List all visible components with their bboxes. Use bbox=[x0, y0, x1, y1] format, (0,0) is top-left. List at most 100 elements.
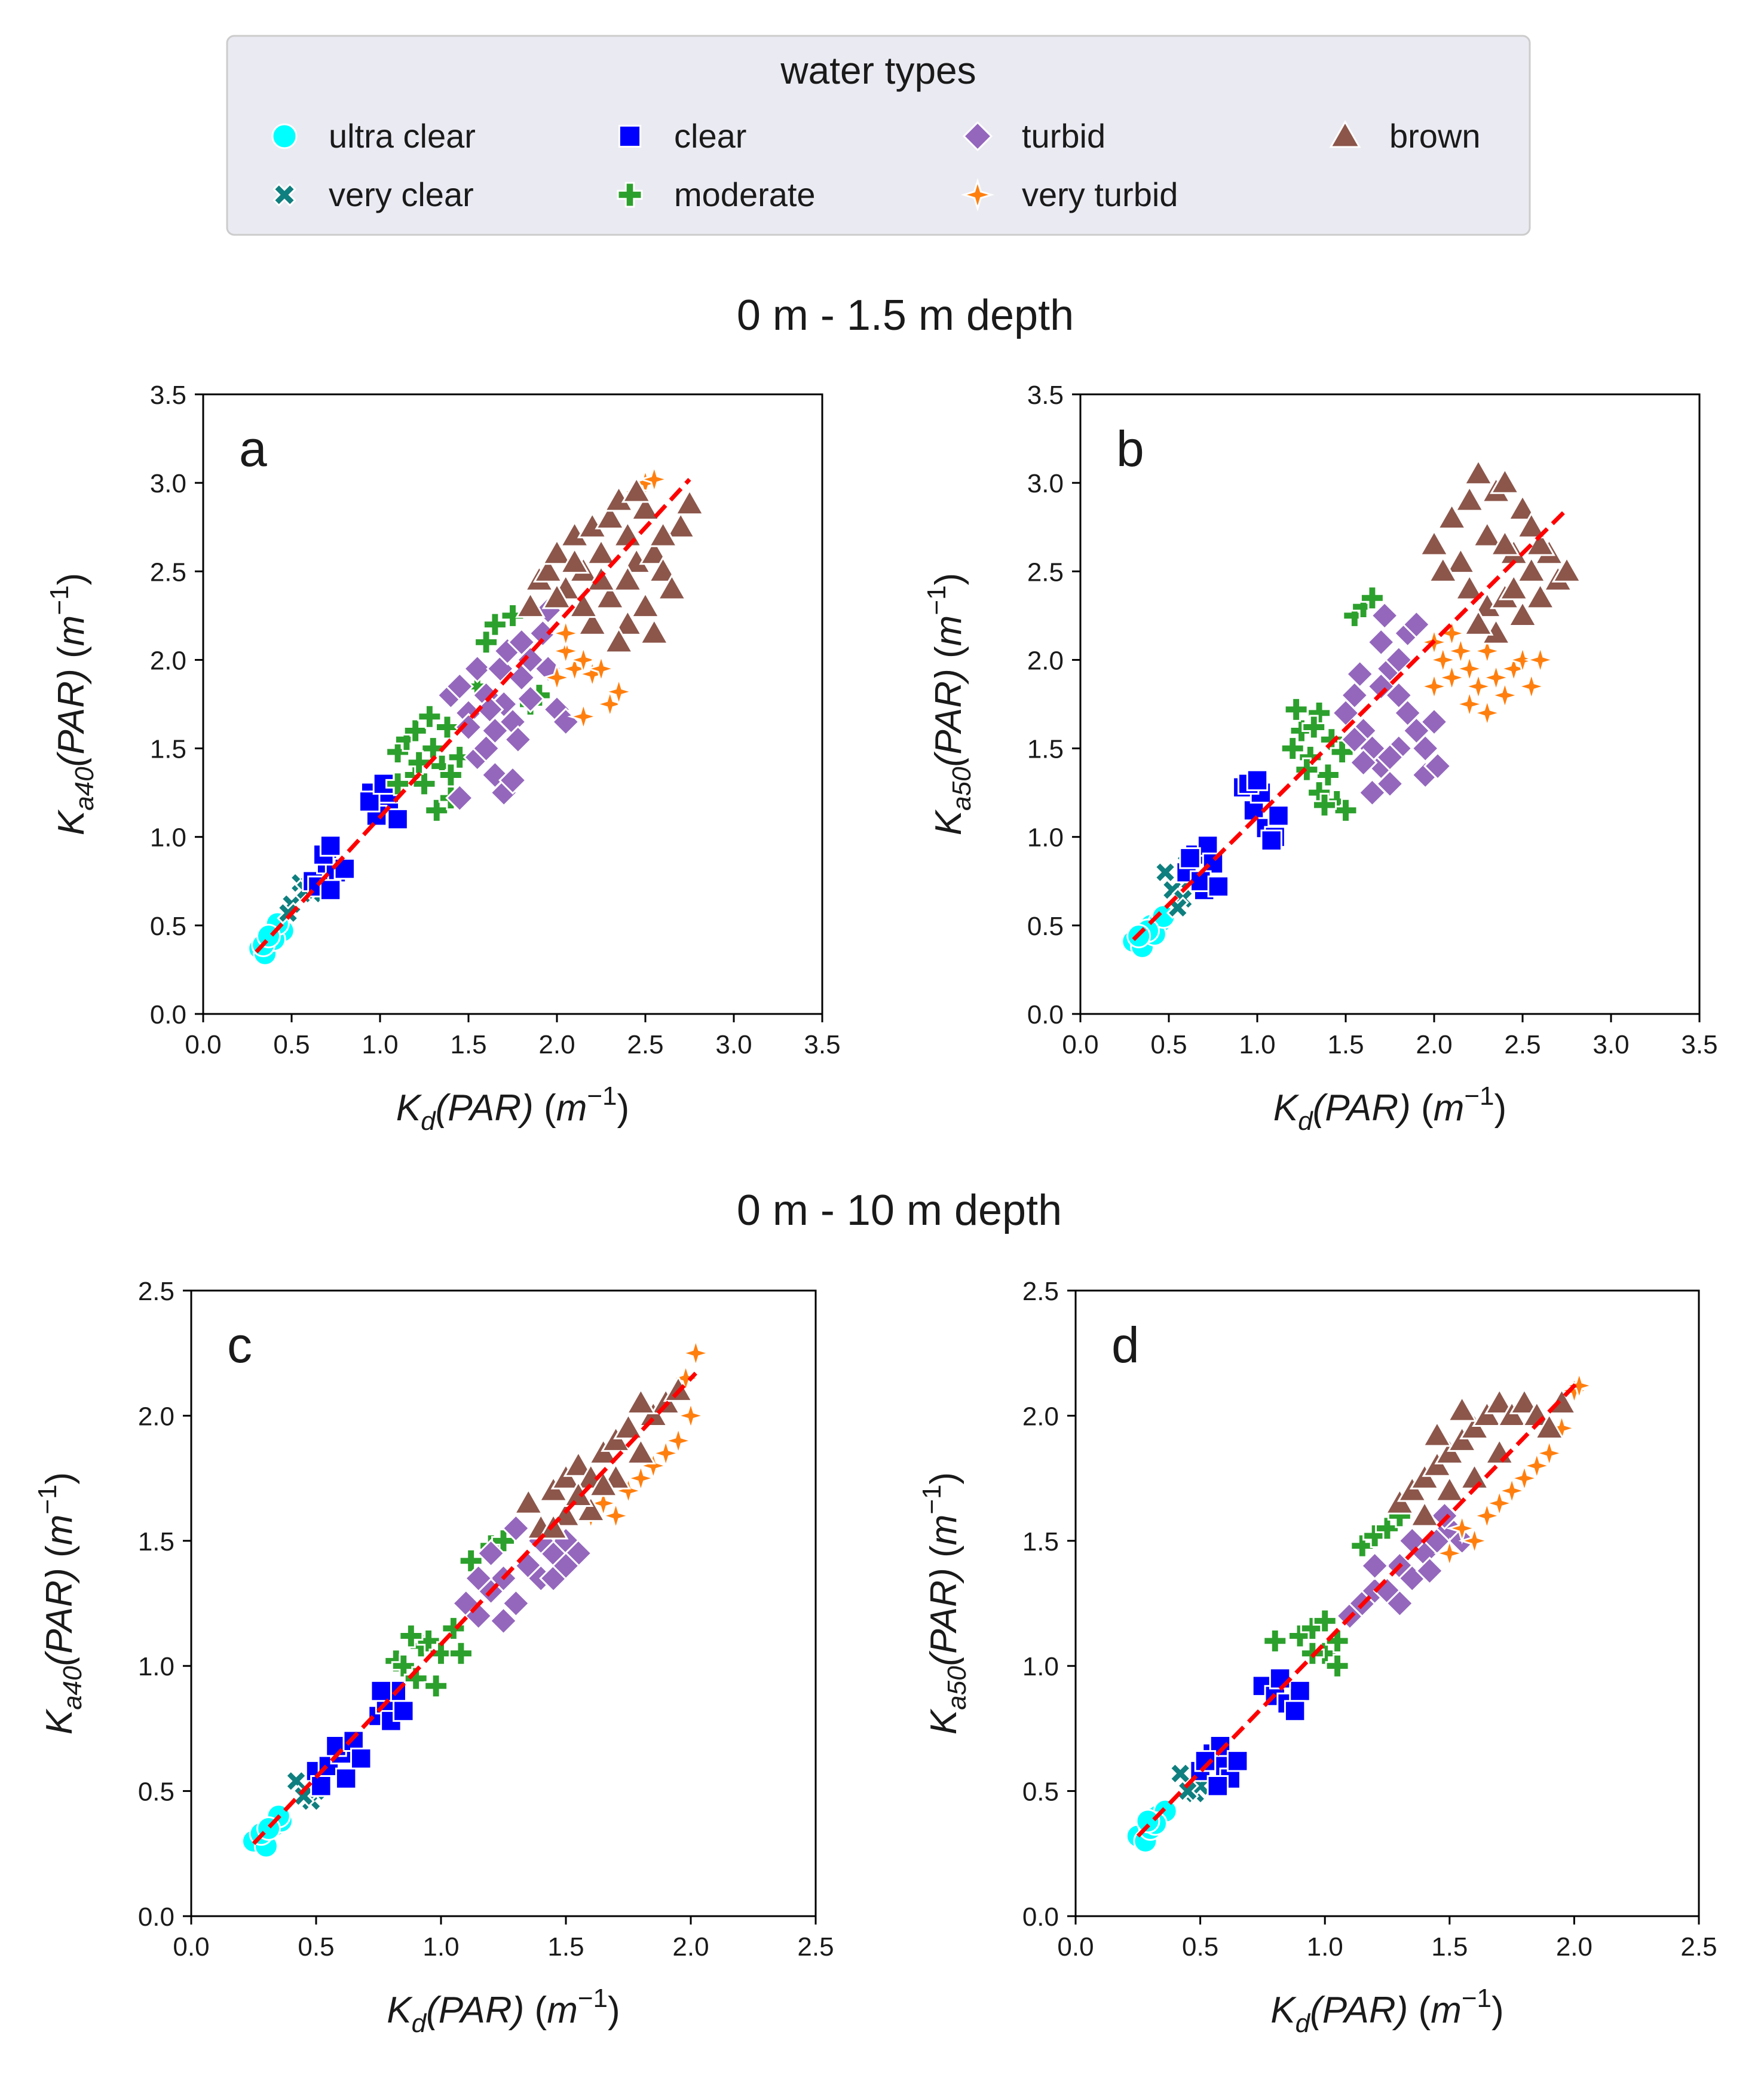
data-point bbox=[498, 765, 527, 795]
data-point bbox=[507, 627, 536, 657]
data-point bbox=[501, 1513, 531, 1543]
data-point bbox=[1454, 574, 1485, 600]
data-point bbox=[428, 1641, 454, 1666]
data-point bbox=[501, 1589, 531, 1618]
legend-item-brown: brown bbox=[1329, 117, 1481, 155]
x-axis-label: Kd(PAR) (m−1) bbox=[1270, 1984, 1503, 2038]
data-point bbox=[1419, 529, 1450, 556]
data-point bbox=[1430, 1501, 1459, 1530]
data-point bbox=[445, 783, 474, 813]
y-tick-label: 0.0 bbox=[1022, 1902, 1059, 1932]
data-point bbox=[1246, 769, 1269, 792]
data-point bbox=[445, 672, 474, 701]
legend-item-very_turbid: very turbid bbox=[960, 176, 1178, 213]
panel-letter: a bbox=[239, 421, 267, 477]
data-point bbox=[1534, 1412, 1565, 1439]
legend-title: water types bbox=[780, 49, 976, 92]
data-point bbox=[588, 1470, 619, 1497]
panel-b: 0.0 0.5 1.0 1.5 2.0 2.5 3.0 3.5 0.0 0.5 1.0 1.5 2.0 2… bbox=[922, 381, 1718, 1136]
data-point bbox=[399, 1623, 424, 1648]
y-tick-label: 3.5 bbox=[150, 381, 186, 410]
data-point bbox=[482, 612, 507, 637]
data-point bbox=[1490, 529, 1520, 556]
data-point bbox=[624, 1462, 657, 1495]
data-point bbox=[385, 739, 411, 764]
plot-frame bbox=[202, 393, 823, 1015]
y-tick-label: 2.0 bbox=[1022, 1402, 1059, 1431]
legend-marker-moderate-icon bbox=[617, 182, 643, 208]
data-point bbox=[1506, 643, 1539, 676]
data-point bbox=[1301, 715, 1327, 740]
fit-line bbox=[255, 477, 691, 954]
y-tick-label: 0.5 bbox=[138, 1778, 174, 1807]
data-point bbox=[549, 635, 582, 667]
legend-item-turbid: turbid bbox=[962, 117, 1105, 155]
y-axis-label: Ka40(PAR) (m−1) bbox=[33, 1472, 87, 1735]
data-point bbox=[1325, 1628, 1350, 1653]
legend-marker-very_turbid-icon bbox=[960, 177, 995, 212]
data-point bbox=[1284, 697, 1309, 722]
data-point bbox=[471, 734, 501, 763]
data-point bbox=[586, 538, 617, 565]
data-point bbox=[552, 1551, 580, 1580]
data-point bbox=[1154, 861, 1177, 884]
data-point bbox=[1453, 688, 1486, 721]
data-point bbox=[1280, 736, 1305, 761]
x-tick-label: 0.5 bbox=[298, 1932, 334, 1962]
data-point bbox=[675, 1399, 707, 1432]
x-axis-label: Kd(PAR) (m−1) bbox=[387, 1984, 620, 2038]
data-point bbox=[319, 879, 342, 901]
data-point bbox=[424, 798, 449, 823]
data-point bbox=[602, 675, 635, 708]
y-axis-label: Ka40(PAR) (m−1) bbox=[45, 573, 99, 835]
data-point bbox=[403, 718, 428, 743]
y-tick-label: 2.5 bbox=[1027, 557, 1064, 587]
data-point bbox=[319, 835, 342, 857]
data-point bbox=[463, 654, 492, 684]
y-tick-label: 1.5 bbox=[1022, 1527, 1059, 1556]
y-axis-label: Ka50(PAR) (m−1) bbox=[917, 1472, 972, 1735]
panel-letter: d bbox=[1111, 1317, 1140, 1373]
data-point bbox=[1489, 679, 1521, 712]
data-point bbox=[1507, 494, 1538, 521]
data-point bbox=[577, 609, 608, 636]
legend-label-ultra_clear: ultra clear bbox=[329, 117, 476, 155]
data-point bbox=[464, 1564, 493, 1593]
data-point bbox=[567, 700, 600, 733]
y-tick-label: 2.5 bbox=[150, 557, 186, 587]
data-point bbox=[447, 744, 472, 770]
x-tick-label: 3.5 bbox=[804, 1030, 840, 1059]
data-point bbox=[1176, 1779, 1199, 1803]
series-clear bbox=[1189, 1667, 1311, 1797]
data-point bbox=[1312, 1608, 1337, 1634]
data-point bbox=[1263, 1628, 1288, 1653]
data-point bbox=[1385, 1589, 1414, 1618]
series-clear bbox=[1175, 769, 1290, 901]
data-point bbox=[648, 556, 678, 583]
data-point bbox=[648, 520, 678, 547]
x-tick-label: 1.5 bbox=[450, 1030, 486, 1059]
data-point bbox=[1360, 1551, 1389, 1580]
y-tick-label: 1.5 bbox=[138, 1527, 174, 1556]
data-point bbox=[1350, 1533, 1375, 1558]
data-point bbox=[626, 1387, 656, 1415]
x-tick-label: 0.0 bbox=[185, 1030, 221, 1059]
legend-marker-clear-icon bbox=[618, 124, 642, 148]
data-point bbox=[1269, 1667, 1291, 1690]
legend-marker-brown-icon bbox=[1329, 119, 1361, 148]
x-tick-label: 3.0 bbox=[715, 1030, 752, 1059]
data-point bbox=[1525, 529, 1555, 556]
data-point bbox=[475, 695, 504, 724]
data-point bbox=[1340, 681, 1369, 710]
data-point bbox=[1384, 681, 1413, 710]
data-point bbox=[585, 652, 617, 685]
data-point bbox=[1349, 748, 1378, 777]
x-tick-label: 1.5 bbox=[547, 1932, 584, 1962]
data-point bbox=[1284, 1700, 1306, 1722]
legend-item-moderate: moderate bbox=[617, 176, 816, 213]
data-point bbox=[1444, 635, 1477, 667]
legend-item-ultra_clear: ultra clear bbox=[271, 117, 476, 155]
panel-letter: b bbox=[1116, 421, 1144, 477]
x-tick-label: 0.5 bbox=[1182, 1932, 1218, 1962]
y-tick-label: 0.5 bbox=[150, 912, 186, 941]
